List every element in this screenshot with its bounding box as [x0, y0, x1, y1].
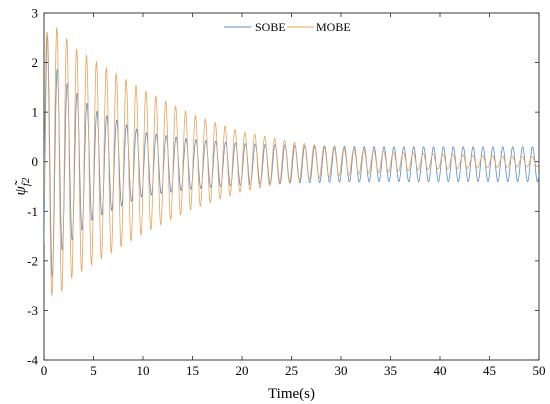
plot-area: [43, 12, 540, 361]
x-tick-label: 10: [137, 363, 150, 378]
y-tick-label: -1: [27, 204, 38, 219]
y-tick-label: -4: [27, 353, 38, 368]
series-line-mobe: [44, 26, 539, 298]
y-tick-label: 0: [32, 154, 39, 169]
x-tick-label: 50: [533, 363, 546, 378]
series-layer: [44, 26, 539, 298]
y-tick-label: 3: [32, 6, 39, 21]
y-axis-label-sub: f2: [20, 177, 32, 186]
series-line-sobe: [44, 34, 539, 278]
y-tick-label: 2: [32, 55, 39, 70]
legend-label-mobe: MOBE: [316, 20, 351, 34]
x-tick-label: 5: [90, 363, 97, 378]
x-tick-label: 20: [236, 363, 249, 378]
y-tick-label: -2: [27, 253, 38, 268]
y-tick-label: -3: [27, 303, 38, 318]
y-tick-label: 1: [32, 105, 39, 120]
legend: SOBE MOBE: [224, 20, 351, 34]
legend-label-sobe: SOBE: [255, 20, 286, 34]
x-tick-label: 30: [335, 363, 348, 378]
y-axis-label: ψ̃f2: [13, 177, 32, 195]
x-axis-label: Time(s): [268, 386, 315, 402]
x-tick-label: 40: [434, 363, 447, 378]
x-tick-label: 25: [285, 363, 298, 378]
x-tick-label: 45: [483, 363, 496, 378]
tick-layer: 0 5 10 15 20 25 30 35 40 45 50 -4 -3 -2 -1 0 1 2 3: [27, 6, 545, 379]
x-tick-label: 35: [384, 363, 397, 378]
x-tick-label: 0: [41, 363, 48, 378]
x-tick-label: 15: [186, 363, 199, 378]
